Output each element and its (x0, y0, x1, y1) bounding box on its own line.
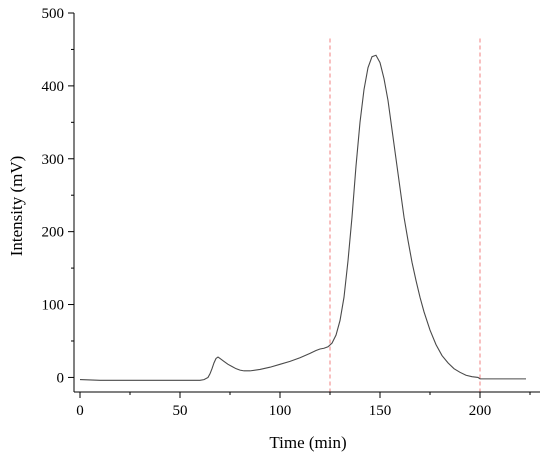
y-axis-title: Intensity (mV) (7, 156, 26, 257)
x-tick-label: 150 (369, 403, 392, 419)
y-tick-label: 500 (42, 6, 65, 22)
x-tick-label: 50 (173, 403, 188, 419)
x-axis-title: Time (min) (269, 433, 346, 452)
series-line (79, 54, 526, 381)
y-tick-label: 400 (42, 79, 65, 95)
y-tick-label: 100 (42, 298, 65, 314)
y-tick-label: 0 (57, 370, 65, 386)
x-tick-label: 100 (269, 403, 292, 419)
x-tick-label: 0 (76, 403, 84, 419)
reference-lines (329, 38, 481, 392)
y-tick-label: 200 (42, 225, 65, 241)
x-tick-label: 200 (469, 403, 492, 419)
y-tick-label: 300 (42, 152, 65, 168)
y-ticks: 0 100 200 300 400 500 (42, 6, 74, 386)
x-ticks: 0 50 100 150 200 (76, 392, 531, 419)
